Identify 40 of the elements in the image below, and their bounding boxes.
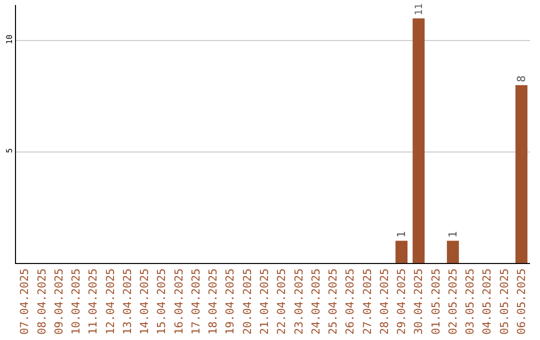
x-tick-label: 01.05.2025 <box>429 268 442 335</box>
x-tick-label: 02.05.2025 <box>446 268 460 335</box>
x-tick-label: 27.04.2025 <box>360 268 374 335</box>
x-tick-label: 10.04.2025 <box>70 268 83 335</box>
x-tick-label: 23.04.2025 <box>292 268 306 335</box>
x-tick-label: 21.04.2025 <box>258 268 272 335</box>
x-tick-label: 11.04.2025 <box>86 268 100 335</box>
x-tick-label: 13.04.2025 <box>120 268 134 335</box>
x-tick-label: 07.04.2025 <box>18 268 32 335</box>
x-tick-label: 24.04.2025 <box>309 268 322 335</box>
data-label: 8 <box>514 75 528 82</box>
y-tick-label: 5 <box>4 148 14 154</box>
x-tick-label: 19.04.2025 <box>224 268 237 335</box>
x-tick-label: 04.05.2025 <box>480 268 494 335</box>
y-tick-label: 10 <box>4 34 14 44</box>
x-tick-label: 08.04.2025 <box>35 268 48 335</box>
x-tick-label: 30.04.2025 <box>412 268 426 335</box>
x-tick-label: 22.04.2025 <box>275 268 288 335</box>
x-tick-label: 05.05.2025 <box>498 268 511 335</box>
data-label: 1 <box>395 231 408 238</box>
bar <box>396 240 408 263</box>
x-tick-label: 26.04.2025 <box>344 268 357 335</box>
x-tick-label: 16.04.2025 <box>172 268 186 335</box>
x-tick-label: 18.04.2025 <box>206 268 220 335</box>
x-tick-label: 03.05.2025 <box>464 268 477 335</box>
x-tick-label: 28.04.2025 <box>378 268 391 335</box>
x-tick-label: 29.04.2025 <box>395 268 408 335</box>
x-tick-label: 12.04.2025 <box>104 268 117 335</box>
x-tick-label: 09.04.2025 <box>52 268 66 335</box>
x-tick-label: 14.04.2025 <box>138 268 152 335</box>
data-label: 1 <box>446 231 460 238</box>
bar <box>515 85 528 263</box>
bar <box>412 18 425 263</box>
x-tick-label: 06.05.2025 <box>515 268 528 335</box>
x-tick-label: 17.04.2025 <box>189 268 202 335</box>
x-tick-label: 25.04.2025 <box>326 268 340 335</box>
data-label: 11 <box>414 3 425 16</box>
bar <box>446 240 459 263</box>
x-tick-label: 20.04.2025 <box>240 268 254 335</box>
x-tick-label: 15.04.2025 <box>155 268 168 335</box>
